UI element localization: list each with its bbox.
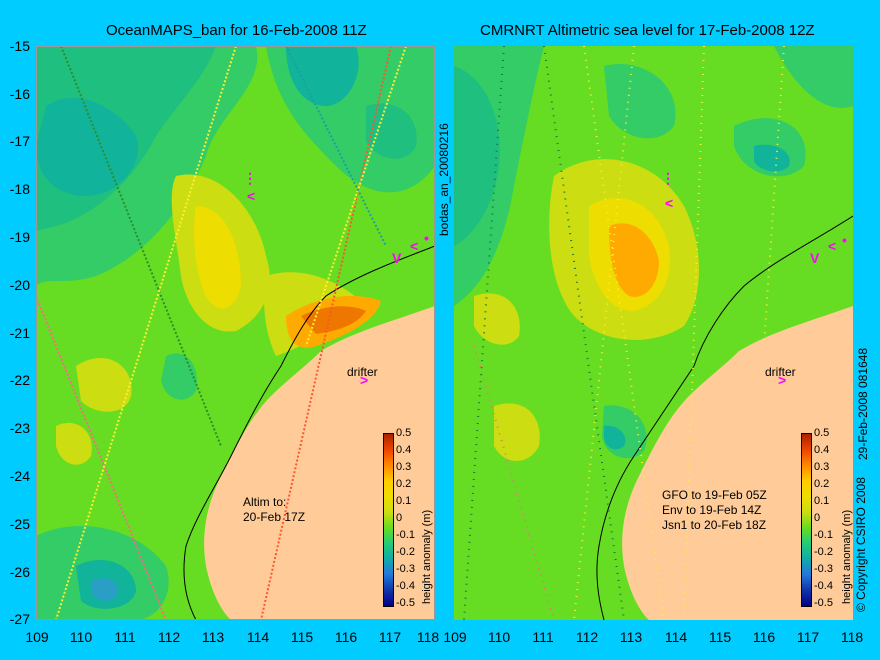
- x-tick-label: 115: [708, 629, 732, 645]
- x-tick-label: 112: [157, 629, 181, 645]
- satellite-note-line: Jsn1 to 20-Feb 18Z: [662, 518, 767, 532]
- colorbar-tick: -0.3: [396, 563, 415, 575]
- x-tick-label: 114: [246, 629, 270, 645]
- colorbar-tick: -0.1: [396, 529, 415, 541]
- colorbar-tick: -0.5: [396, 597, 415, 609]
- colorbar-tick: -0.2: [396, 546, 415, 558]
- colorbar-tick: 0.2: [396, 478, 412, 490]
- left-map-panel: [36, 46, 435, 620]
- y-tick-label: -15: [9, 38, 30, 54]
- y-tick-label: -18: [9, 181, 30, 197]
- altim-note-line: Altim to:: [243, 495, 287, 509]
- copyright-label: © Copyright CSIRO 2008: [854, 477, 868, 612]
- y-tick-label: -26: [9, 564, 30, 580]
- drifter-trail-icon: ⋮: [243, 170, 257, 186]
- x-tick-label: 117: [796, 629, 820, 645]
- drifter-trail-icon: <: [247, 188, 256, 204]
- colorbar-scale: [801, 433, 812, 607]
- altim-note: Altim to: 20-Feb 17Z: [243, 495, 305, 525]
- x-tick-label: 117: [378, 629, 402, 645]
- y-tick-label: -16: [9, 86, 30, 102]
- colorbar-tick: 0.5: [814, 427, 830, 439]
- x-tick-label: 118: [840, 629, 864, 645]
- x-tick-label: 112: [575, 629, 599, 645]
- x-tick-label: 109: [25, 629, 49, 645]
- colorbar-label: height anomaly (m): [841, 509, 853, 604]
- y-tick-label: -24: [9, 468, 30, 484]
- drifter-trail-icon: V: [392, 250, 402, 266]
- colorbar-tick: 0.3: [396, 461, 412, 473]
- colorbar-tick: -0.2: [814, 546, 833, 558]
- colorbar-tick: 0: [814, 512, 821, 524]
- altim-note-line: 20-Feb 17Z: [243, 510, 306, 524]
- x-tick-label: 113: [619, 629, 643, 645]
- x-tick-label: 113: [201, 629, 225, 645]
- timestamp-label: 29-Feb-2008 081648: [856, 347, 870, 460]
- colorbar-tick: -0.4: [396, 580, 415, 592]
- colorbar-tick: 0.4: [814, 444, 830, 456]
- x-tick-label: 111: [532, 629, 554, 645]
- colorbar-tick: -0.5: [814, 597, 833, 609]
- y-tick-label: -17: [9, 133, 30, 149]
- right-map-title: CMRNRT Altimetric sea level for 17-Feb-2…: [480, 22, 815, 39]
- drifter-trail-icon: ⋮: [661, 170, 675, 186]
- satellite-note-line: GFO to 19-Feb 05Z: [662, 488, 767, 502]
- x-tick-label: 114: [664, 629, 688, 645]
- left-map-title: OceanMAPS_ban for 16-Feb-2008 11Z: [106, 22, 367, 39]
- x-tick-label: 110: [69, 629, 93, 645]
- y-tick-label: -22: [9, 372, 30, 388]
- colorbar-tick: 0.4: [396, 444, 412, 456]
- drifter-label: drifter: [765, 365, 796, 379]
- x-tick-label: 109: [443, 629, 467, 645]
- y-tick-label: -23: [9, 420, 30, 436]
- colorbar-tick: -0.4: [814, 580, 833, 592]
- drifter-trail-icon: •: [424, 230, 429, 246]
- colorbar-scale: [383, 433, 394, 607]
- colorbar-tick: 0: [396, 512, 403, 524]
- drifter-marker: >: [778, 372, 787, 388]
- y-tick-label: -27: [9, 611, 30, 627]
- drifter-label: drifter: [347, 365, 378, 379]
- x-tick-label: 115: [290, 629, 314, 645]
- colorbar-tick: 0.1: [396, 495, 412, 507]
- colorbar-tick: -0.3: [814, 563, 833, 575]
- colorbar-tick: 0.1: [814, 495, 830, 507]
- x-tick-label: 110: [487, 629, 511, 645]
- x-tick-label: 111: [114, 629, 136, 645]
- colorbar-tick: 0.3: [814, 461, 830, 473]
- y-tick-label: -19: [9, 229, 30, 245]
- x-tick-label: 116: [334, 629, 358, 645]
- right-map-panel: [454, 46, 853, 620]
- colorbar-label: height anomaly (m): [421, 509, 433, 604]
- colorbar-tick: 0.2: [814, 478, 830, 490]
- x-tick-label: 118: [416, 629, 440, 645]
- drifter-marker: >: [360, 372, 369, 388]
- model-run-label: bodas_an_20080216: [437, 123, 451, 236]
- drifter-trail-icon: <: [665, 195, 674, 211]
- colorbar-tick: 0.5: [396, 427, 412, 439]
- satellite-note-line: Env to 19-Feb 14Z: [662, 503, 762, 517]
- drifter-trail-icon: <: [828, 238, 837, 254]
- colorbar-tick: -0.1: [814, 529, 833, 541]
- y-tick-label: -21: [9, 325, 30, 341]
- x-tick-label: 116: [752, 629, 776, 645]
- drifter-trail-icon: <: [410, 238, 419, 254]
- y-tick-label: -20: [9, 277, 30, 293]
- drifter-trail-icon: •: [842, 232, 847, 248]
- drifter-trail-icon: V: [810, 250, 820, 266]
- satellite-notes: GFO to 19-Feb 05Z Env to 19-Feb 14Z Jsn1…: [662, 488, 767, 533]
- y-tick-label: -25: [9, 516, 30, 532]
